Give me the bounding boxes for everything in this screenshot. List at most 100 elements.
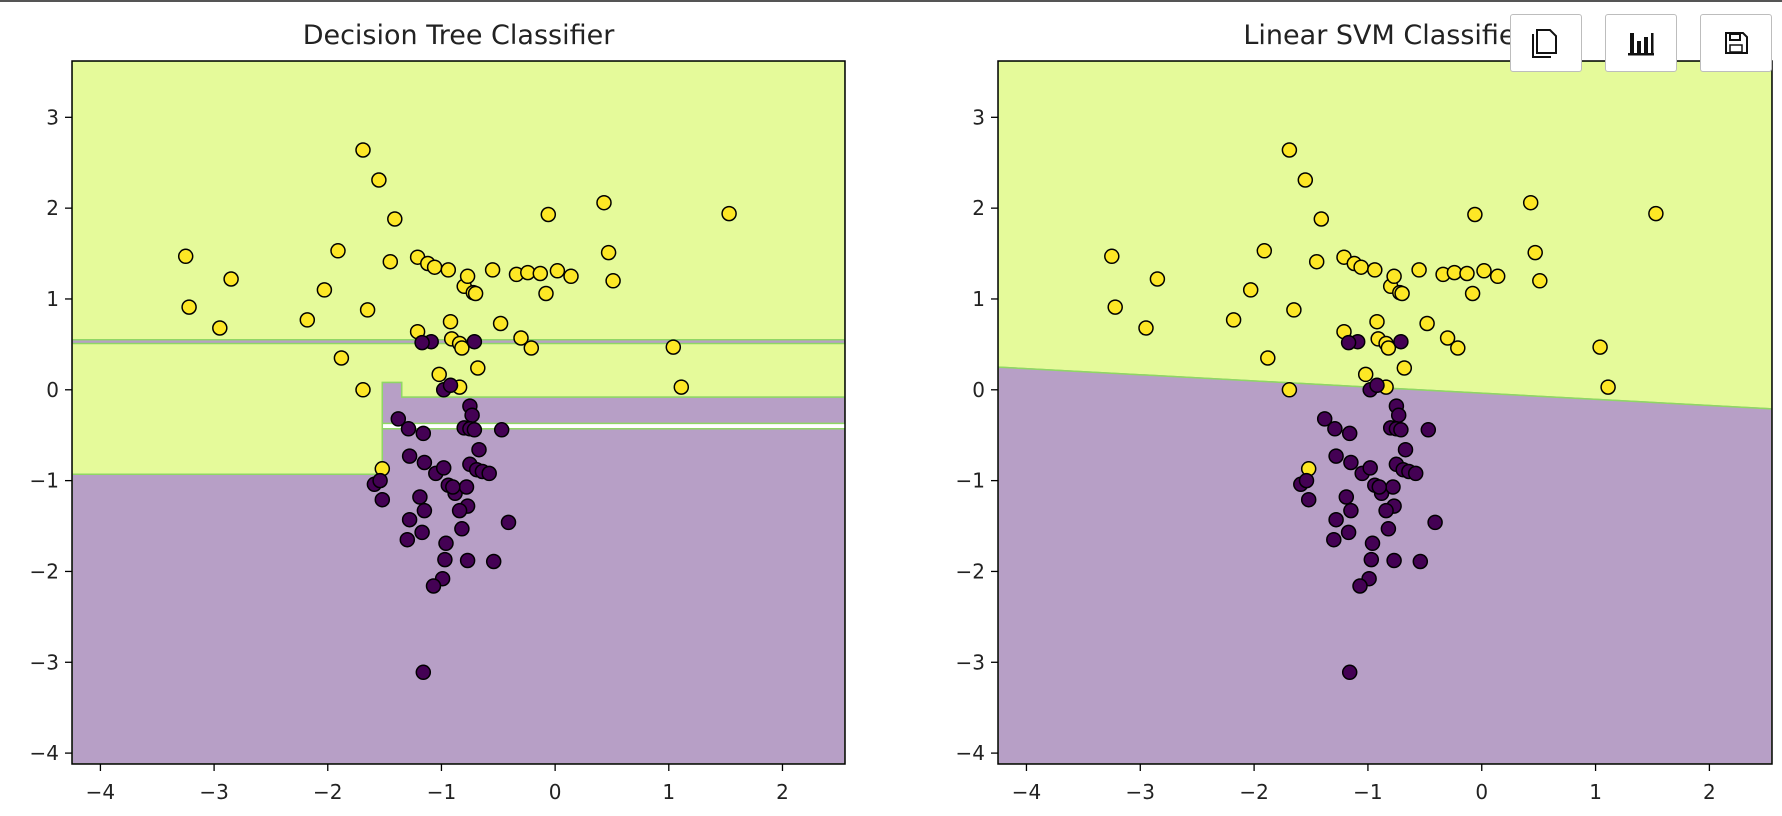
data-point-class-1 (333, 350, 350, 366)
data-point-class-1 (600, 244, 617, 261)
x-tick-label: −3 (1126, 780, 1155, 804)
data-point-class-0 (401, 448, 418, 464)
data-point-class-1 (1522, 194, 1539, 211)
x-tick-label: −1 (427, 780, 456, 804)
data-point-class-0 (1340, 524, 1357, 541)
y-tick-label: 2 (972, 196, 985, 220)
data-point-class-1 (1467, 206, 1483, 223)
data-point-class-0 (1371, 479, 1388, 495)
data-point-class-1 (484, 262, 501, 278)
chart-title: Linear SVM Classifier (1243, 20, 1527, 51)
data-point-class-0 (437, 551, 453, 568)
data-point-class-1 (299, 312, 316, 328)
data-point-class-0 (415, 664, 432, 681)
data-point-class-0 (1352, 578, 1368, 594)
data-point-class-0 (1341, 664, 1358, 681)
data-point-class-1 (1380, 340, 1397, 356)
y-tick-label: 1 (46, 287, 59, 311)
y-tick-label: −2 (30, 559, 59, 583)
data-point-class-1 (470, 360, 486, 376)
data-point-class-1 (181, 299, 197, 315)
data-point-class-1 (177, 248, 194, 265)
chart-panel-2: Linear SVM Classifier −4 −3 −2 −1 0 1 2 3 2 1 0 −1 −2… (956, 20, 1773, 804)
copy-button[interactable] (1510, 14, 1582, 72)
data-point-class-0 (374, 491, 391, 508)
data-point-class-0 (1343, 502, 1359, 519)
data-point-class-0 (458, 479, 475, 495)
bar-chart-icon (1628, 33, 1654, 56)
data-point-class-0 (471, 441, 487, 458)
y-tick-label: −1 (956, 469, 985, 493)
floppy-disk-icon (1725, 32, 1748, 54)
data-point-class-1 (1600, 379, 1616, 395)
data-point-class-0 (1338, 489, 1355, 505)
y-tick-label: −4 (956, 741, 985, 765)
data-point-class-0 (1385, 479, 1401, 495)
x-tick-label: −1 (1353, 780, 1382, 804)
data-point-class-0 (1328, 448, 1344, 464)
data-point-class-1 (426, 259, 443, 275)
data-point-class-0 (1300, 491, 1317, 508)
data-point-class-0 (1427, 514, 1443, 531)
data-point-class-0 (1316, 411, 1333, 427)
x-tick-label: −2 (1239, 780, 1268, 804)
data-point-class-1 (1313, 211, 1330, 227)
data-point-class-1 (1411, 262, 1427, 278)
x-tick-label: −3 (199, 780, 228, 804)
data-point-class-0 (1378, 502, 1394, 519)
window-top-border (0, 0, 1782, 2)
data-point-class-1 (431, 366, 447, 383)
data-point-class-1 (355, 382, 371, 398)
data-point-class-1 (1489, 268, 1506, 285)
data-point-class-0 (415, 425, 432, 442)
y-tick-label: 3 (972, 105, 985, 129)
y-tick-label: −4 (30, 741, 59, 765)
data-point-class-0 (500, 514, 517, 531)
chart-button[interactable] (1605, 14, 1677, 72)
data-point-class-0 (1327, 421, 1343, 437)
data-point-class-1 (1419, 315, 1435, 332)
save-button[interactable] (1700, 14, 1772, 72)
data-point-class-1 (492, 315, 509, 332)
data-point-class-0 (414, 524, 430, 541)
data-point-class-0 (412, 489, 428, 505)
x-tick-label: −4 (86, 780, 115, 804)
data-point-class-1 (1225, 312, 1242, 328)
data-point-class-1 (538, 285, 554, 302)
data-point-class-0 (1363, 551, 1380, 568)
x-tick-label: 0 (549, 780, 562, 804)
data-point-class-0 (481, 465, 497, 482)
y-tick-label: −2 (956, 559, 985, 583)
data-point-class-1 (1459, 265, 1475, 282)
data-point-class-0 (416, 502, 433, 519)
x-tick-label: 1 (662, 780, 675, 804)
data-point-class-0 (451, 502, 468, 519)
data-point-class-1 (330, 243, 346, 259)
plot-area (72, 61, 845, 764)
data-point-class-1 (1242, 282, 1259, 298)
data-point-class-0 (459, 552, 476, 569)
data-point-class-1 (673, 379, 690, 395)
data-point-class-1 (549, 263, 566, 279)
data-point-class-0 (400, 421, 417, 437)
data-point-class-0 (1298, 472, 1315, 489)
data-point-class-1 (523, 340, 540, 356)
data-point-class-0 (442, 377, 459, 394)
data-point-class-1 (532, 265, 549, 282)
data-point-class-0 (1393, 333, 1409, 350)
data-point-class-0 (1340, 334, 1357, 351)
decision-region-class-0 (998, 366, 1772, 764)
y-tick-label: 0 (972, 378, 985, 402)
data-point-class-1 (1260, 350, 1276, 366)
data-point-class-0 (1390, 407, 1407, 423)
data-point-class-1 (1386, 268, 1402, 285)
data-point-class-0 (454, 521, 470, 537)
data-point-class-1 (1104, 248, 1120, 265)
data-point-class-1 (316, 282, 333, 298)
data-point-class-1 (1308, 253, 1325, 270)
data-point-class-1 (605, 273, 621, 289)
data-point-class-1 (665, 339, 682, 355)
data-point-class-1 (459, 268, 476, 285)
data-point-class-1 (1592, 339, 1608, 355)
